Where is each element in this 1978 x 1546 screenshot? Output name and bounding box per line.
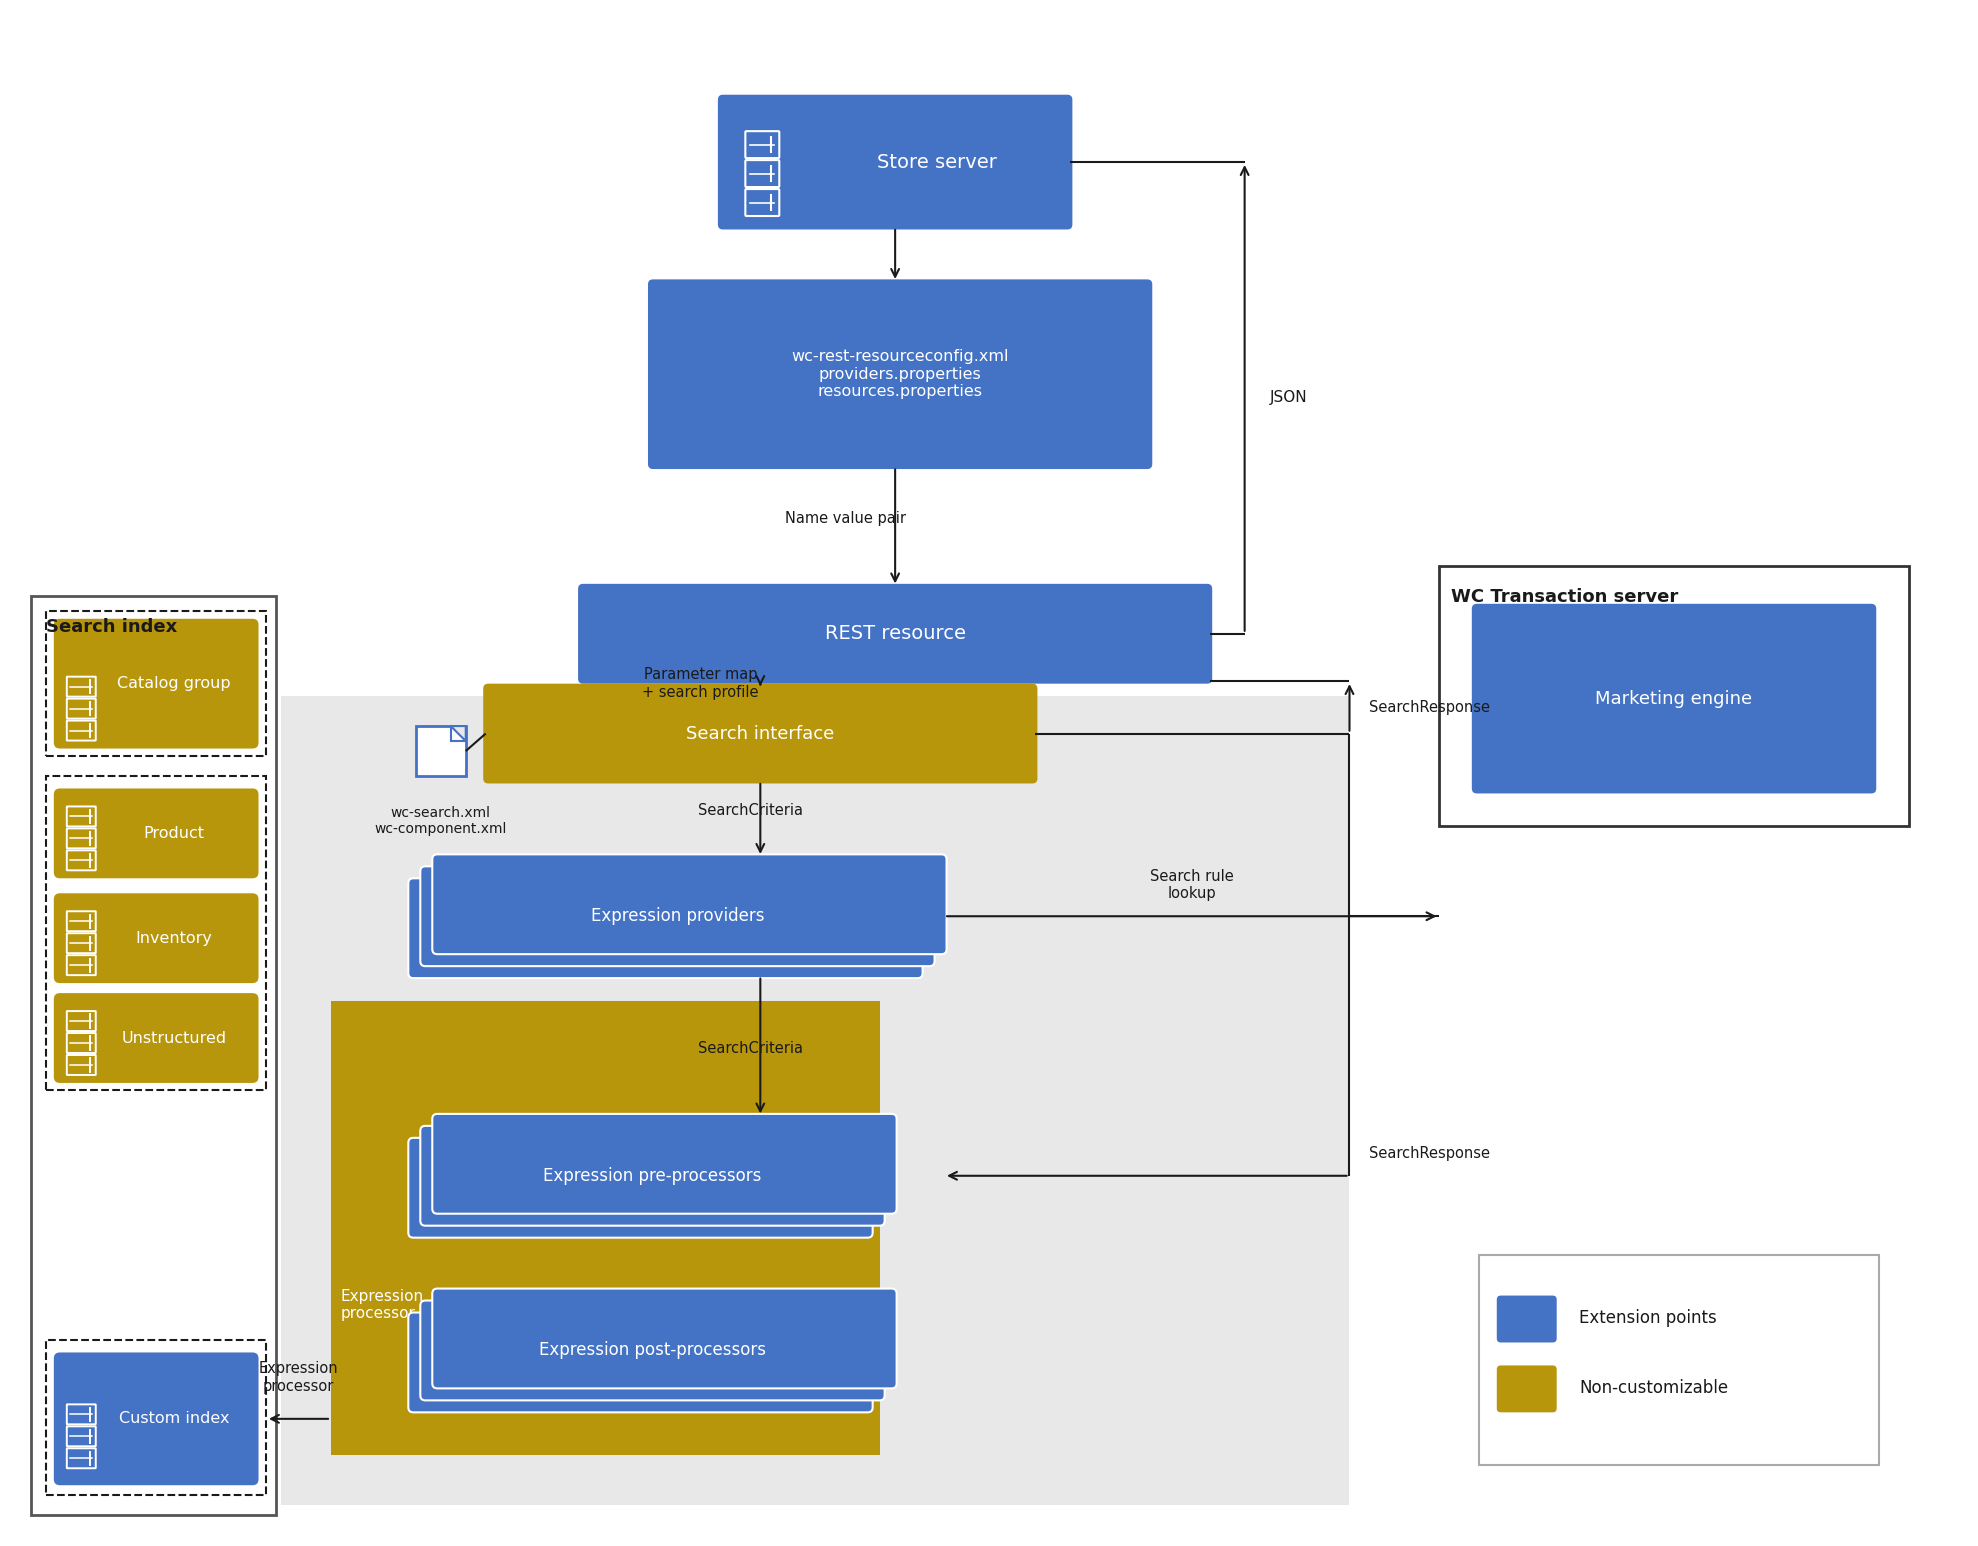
Text: Name value pair: Name value pair xyxy=(785,512,906,527)
Bar xyxy=(32,597,277,1515)
Text: Marketing engine: Marketing engine xyxy=(1596,690,1753,708)
FancyBboxPatch shape xyxy=(433,1113,896,1214)
Text: Search interface: Search interface xyxy=(686,725,835,742)
FancyBboxPatch shape xyxy=(53,1353,259,1486)
Text: Expression
processor: Expression processor xyxy=(259,1362,338,1394)
Text: Expression post-processors: Expression post-processors xyxy=(538,1342,765,1359)
Text: Search rule
lookup: Search rule lookup xyxy=(1149,869,1234,901)
Text: Inventory: Inventory xyxy=(136,931,212,946)
Text: Expression
processor: Expression processor xyxy=(340,1289,423,1322)
Polygon shape xyxy=(451,727,465,741)
Bar xyxy=(1480,1255,1879,1464)
Text: REST resource: REST resource xyxy=(825,625,965,643)
Bar xyxy=(45,611,265,756)
Bar xyxy=(45,776,265,1090)
Text: SearchResponse: SearchResponse xyxy=(1369,1146,1491,1161)
FancyBboxPatch shape xyxy=(415,727,465,776)
Bar xyxy=(330,1000,880,1455)
FancyBboxPatch shape xyxy=(407,1138,872,1238)
Text: Parameter map
+ search profile: Parameter map + search profile xyxy=(643,668,760,700)
FancyBboxPatch shape xyxy=(578,584,1213,683)
Text: Expression providers: Expression providers xyxy=(591,908,764,925)
Text: SearchCriteria: SearchCriteria xyxy=(698,1040,803,1056)
FancyBboxPatch shape xyxy=(419,1300,884,1401)
Text: SearchResponse: SearchResponse xyxy=(1369,700,1491,714)
FancyBboxPatch shape xyxy=(1497,1365,1557,1413)
FancyBboxPatch shape xyxy=(433,855,947,954)
Bar xyxy=(281,696,1349,1504)
Text: Custom index: Custom index xyxy=(119,1411,229,1427)
Text: WC Transaction server: WC Transaction server xyxy=(1452,589,1679,606)
FancyBboxPatch shape xyxy=(419,866,934,966)
FancyBboxPatch shape xyxy=(718,94,1072,229)
Bar xyxy=(45,1340,265,1495)
Text: wc-rest-resourceconfig.xml
providers.properties
resources.properties: wc-rest-resourceconfig.xml providers.pro… xyxy=(791,349,1009,399)
Text: Store server: Store server xyxy=(876,153,997,172)
Text: Expression pre-processors: Expression pre-processors xyxy=(544,1167,762,1184)
FancyBboxPatch shape xyxy=(1472,604,1877,793)
FancyBboxPatch shape xyxy=(483,683,1036,784)
FancyBboxPatch shape xyxy=(1497,1296,1557,1342)
Text: Non-customizable: Non-customizable xyxy=(1578,1379,1729,1398)
Text: JSON: JSON xyxy=(1270,391,1307,405)
FancyBboxPatch shape xyxy=(419,1125,884,1226)
FancyBboxPatch shape xyxy=(53,618,259,748)
Text: wc-search.xml
wc-component.xml: wc-search.xml wc-component.xml xyxy=(374,805,506,836)
FancyBboxPatch shape xyxy=(53,993,259,1082)
Text: Product: Product xyxy=(144,826,204,841)
Text: Search index: Search index xyxy=(45,618,178,637)
FancyBboxPatch shape xyxy=(53,894,259,983)
FancyBboxPatch shape xyxy=(53,788,259,878)
Text: Unstructured: Unstructured xyxy=(121,1031,227,1045)
FancyBboxPatch shape xyxy=(407,1313,872,1413)
FancyBboxPatch shape xyxy=(649,280,1153,468)
Text: Catalog group: Catalog group xyxy=(117,676,231,691)
Bar xyxy=(1440,566,1909,826)
Text: Extension points: Extension points xyxy=(1578,1309,1717,1326)
FancyBboxPatch shape xyxy=(433,1288,896,1388)
FancyBboxPatch shape xyxy=(407,878,922,979)
Text: SearchCriteria: SearchCriteria xyxy=(698,804,803,818)
